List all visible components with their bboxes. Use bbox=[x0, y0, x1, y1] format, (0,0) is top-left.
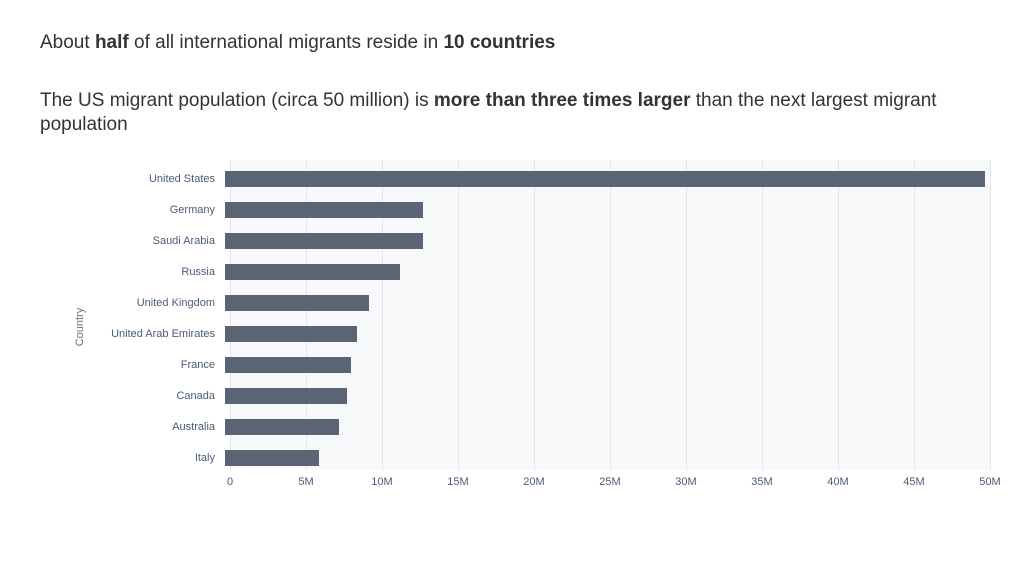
bar-label: United Kingdom bbox=[100, 297, 225, 309]
bar-fill bbox=[225, 171, 985, 187]
bar-track bbox=[225, 450, 990, 466]
page-subheading: The US migrant population (circa 50 mill… bbox=[40, 89, 984, 138]
bar-fill bbox=[225, 419, 339, 435]
x-tick-label: 40M bbox=[827, 476, 848, 488]
bar-track bbox=[225, 295, 990, 311]
x-tick-label: 25M bbox=[599, 476, 620, 488]
x-tick-label: 20M bbox=[523, 476, 544, 488]
bar-fill bbox=[225, 233, 423, 249]
heading-bold1: half bbox=[95, 32, 129, 53]
bar-label: Australia bbox=[100, 421, 225, 433]
bar-row: Saudi Arabia bbox=[100, 226, 990, 257]
x-tick-label: 15M bbox=[447, 476, 468, 488]
bar-track bbox=[225, 264, 990, 280]
bar-label: Russia bbox=[100, 266, 225, 278]
x-tick-label: 45M bbox=[903, 476, 924, 488]
bar-label: United Arab Emirates bbox=[100, 328, 225, 340]
x-tick-label: 0 bbox=[227, 476, 233, 488]
x-axis: 05M10M15M20M25M30M35M40M45M50M bbox=[230, 470, 990, 494]
bar-row: United Arab Emirates bbox=[100, 319, 990, 350]
y-axis-title: Country bbox=[74, 308, 86, 347]
bar-track bbox=[225, 171, 990, 187]
bar-track bbox=[225, 357, 990, 373]
bar-track bbox=[225, 326, 990, 342]
bar-label: France bbox=[100, 359, 225, 371]
bar-label: Saudi Arabia bbox=[100, 235, 225, 247]
migrant-bar-chart: Country United StatesGermanySaudi Arabia… bbox=[100, 160, 1000, 494]
bar-track bbox=[225, 233, 990, 249]
bar-fill bbox=[225, 295, 369, 311]
x-tick-label: 5M bbox=[298, 476, 313, 488]
subheading-part1: The US migrant population (circa 50 mill… bbox=[40, 90, 434, 111]
heading-part2: of all international migrants reside in bbox=[129, 32, 444, 53]
bar-track bbox=[225, 388, 990, 404]
page-heading: About half of all international migrants… bbox=[40, 30, 984, 57]
bar-fill bbox=[225, 264, 400, 280]
heading-bold2: 10 countries bbox=[443, 32, 555, 53]
chart-plot-area: United StatesGermanySaudi ArabiaRussiaUn… bbox=[230, 160, 990, 470]
x-tick-label: 50M bbox=[979, 476, 1000, 488]
heading-part1: About bbox=[40, 32, 95, 53]
bar-label: Germany bbox=[100, 204, 225, 216]
bar-row: Russia bbox=[100, 257, 990, 288]
bar-track bbox=[225, 202, 990, 218]
subheading-bold1: more than three times larger bbox=[434, 90, 691, 111]
bar-fill bbox=[225, 357, 351, 373]
bar-label: Canada bbox=[100, 390, 225, 402]
bar-row: France bbox=[100, 350, 990, 381]
bar-row: Canada bbox=[100, 381, 990, 412]
bar-fill bbox=[225, 326, 357, 342]
bar-row: Australia bbox=[100, 412, 990, 443]
bar-label: Italy bbox=[100, 452, 225, 464]
bar-row: Germany bbox=[100, 195, 990, 226]
bar-label: United States bbox=[100, 173, 225, 185]
bar-track bbox=[225, 419, 990, 435]
bar-fill bbox=[225, 388, 347, 404]
x-tick-label: 10M bbox=[371, 476, 392, 488]
bar-row: United Kingdom bbox=[100, 288, 990, 319]
x-tick-label: 30M bbox=[675, 476, 696, 488]
bar-fill bbox=[225, 202, 423, 218]
bar-fill bbox=[225, 450, 319, 466]
gridline bbox=[990, 160, 991, 470]
x-tick-label: 35M bbox=[751, 476, 772, 488]
bar-row: United States bbox=[100, 164, 990, 195]
